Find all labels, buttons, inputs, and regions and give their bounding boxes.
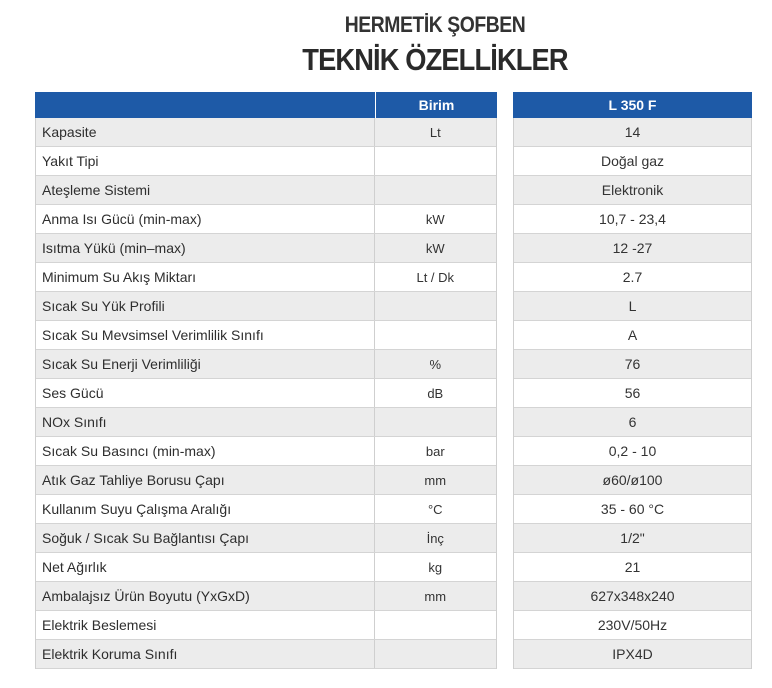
table-row: 56 (514, 379, 751, 408)
spec-value: 10,7 - 23,4 (599, 211, 666, 227)
table-row: Ateşleme Sistemi (36, 176, 496, 205)
table-row: 21 (514, 553, 751, 582)
table-row: Kullanım Suyu Çalışma Aralığı °C (36, 495, 496, 524)
table-row: Sıcak Su Mevsimsel Verimlilik Sınıfı (36, 321, 496, 350)
spec-value: 12 -27 (612, 240, 653, 256)
spec-unit: dB (427, 385, 444, 401)
spec-unit: mm (424, 588, 447, 604)
spec-value: A (627, 327, 638, 343)
header-unit: Birim (418, 97, 455, 113)
spec-name: Sıcak Su Basıncı (min-max) (36, 437, 375, 465)
table-row: Soğuk / Sıcak Su Bağlantısı Çapı İnç (36, 524, 496, 553)
spec-value: 14 (624, 124, 641, 140)
spec-value: 76 (624, 356, 641, 372)
model-header: L 350 F (513, 92, 752, 118)
spec-value: 2.7 (622, 269, 643, 285)
table-row: NOx Sınıfı (36, 408, 496, 437)
table-row: 10,7 - 23,4 (514, 205, 751, 234)
spec-value: IPX4D (612, 646, 653, 662)
spec-name: Sıcak Su Enerji Verimliliği (36, 350, 375, 378)
spec-unit: İnç (426, 530, 444, 546)
spec-name: Kapasite (36, 118, 375, 146)
table-row: 1/2" (514, 524, 751, 553)
spec-value: 627x348x240 (590, 588, 675, 604)
header-name-cell (35, 92, 376, 118)
table-row: Atık Gaz Tahliye Borusu Çapı mm (36, 466, 496, 495)
spec-name: Isıtma Yükü (min–max) (36, 234, 375, 262)
spec-name: Ses Gücü (36, 379, 375, 407)
table-row: Elektronik (514, 176, 751, 205)
table-row: L (514, 292, 751, 321)
spec-value: 21 (624, 559, 641, 575)
table-row: Doğal gaz (514, 147, 751, 176)
table-row: Sıcak Su Enerji Verimliliği% (36, 350, 496, 379)
spec-value: 56 (624, 385, 641, 401)
spec-unit: % (429, 356, 442, 372)
spec-unit: Lt / Dk (416, 269, 455, 285)
spec-value: Doğal gaz (600, 153, 665, 169)
spec-value: Elektronik (601, 182, 664, 198)
table-row: Kapasite Lt (36, 118, 496, 147)
document-subtitle: TEKNİK ÖZELLİKLER (302, 42, 568, 77)
table-row: 14 (514, 118, 751, 147)
spec-name: Ateşleme Sistemi (36, 176, 375, 204)
spec-unit: bar (425, 443, 445, 459)
table-row: Sıcak Su Basıncı (min-max) bar (36, 437, 496, 466)
document-title: HERMETİK ŞOFBEN (344, 12, 526, 37)
table-row: 0,2 - 10 (514, 437, 751, 466)
table-row: 6 (514, 408, 751, 437)
spec-name: Atık Gaz Tahliye Borusu Çapı (36, 466, 375, 494)
spec-name: Minimum Su Akış Miktarı (36, 263, 375, 291)
table-row: Net Ağırlık kg (36, 553, 496, 582)
spec-unit: kg (428, 559, 443, 575)
table-row: 2.7 (514, 263, 751, 292)
table-row: 35 - 60 °C (514, 495, 751, 524)
spec-unit: °C (427, 501, 443, 517)
table-row: Anma Isı Gücü (min-max) kW (36, 205, 496, 234)
table-row: 627x348x240 (514, 582, 751, 611)
spec-rows-left: Kapasite Lt Yakıt Tipi Ateşleme Sistemi Anma… (35, 118, 497, 669)
spec-value: 1/2" (620, 530, 645, 546)
spec-name: Sıcak Su Yük Profili (36, 292, 375, 320)
spec-name: Net Ağırlık (36, 553, 375, 581)
spec-name: Kullanım Suyu Çalışma Aralığı (36, 495, 375, 523)
table-row: A (514, 321, 751, 350)
spec-value: L (628, 298, 637, 314)
spec-name: Anma Isı Gücü (min-max) (36, 205, 375, 233)
spec-value: 35 - 60 °C (600, 501, 665, 517)
table-row: 230V/50Hz (514, 611, 751, 640)
table-row: Ses Gücü dB (36, 379, 496, 408)
spec-name: NOx Sınıfı (36, 408, 375, 436)
table-row: ø60/ø100 (514, 466, 751, 495)
spec-name: Elektrik Koruma Sınıfı (36, 640, 375, 668)
spec-unit: Lt (429, 124, 441, 140)
table-row: 12 -27 (514, 234, 751, 263)
spec-rows-right: 14 Doğal gaz Elektronik 10,7 - 23,4 12 -27 2.… (513, 118, 752, 669)
spec-value: 0,2 - 10 (608, 443, 657, 459)
spec-table-header: Birim (35, 92, 497, 118)
spec-table-left: Birim Kapasite Lt Yakıt Tipi Ateşleme Siste… (35, 92, 497, 669)
table-row: 76 (514, 350, 751, 379)
table-row: Sıcak Su Yük Profili (36, 292, 496, 321)
table-row: Elektrik Beslemesi (36, 611, 496, 640)
spec-value: 230V/50Hz (597, 617, 668, 633)
table-row: Yakıt Tipi (36, 147, 496, 176)
table-row: Isıtma Yükü (min–max) kW (36, 234, 496, 263)
table-row: Elektrik Koruma Sınıfı (36, 640, 496, 669)
spec-value: ø60/ø100 (602, 472, 663, 488)
spec-unit: kW (425, 240, 445, 256)
spec-table-right: L 350 F 14 Doğal gaz Elektronik 10,7 - 23,4… (513, 92, 752, 669)
spec-unit: mm (424, 472, 447, 488)
spec-name: Elektrik Beslemesi (36, 611, 375, 639)
table-row: Ambalajsız Ürün Boyutu (YxGxD) mm (36, 582, 496, 611)
spec-name: Soğuk / Sıcak Su Bağlantısı Çapı (36, 524, 375, 552)
spec-name: Ambalajsız Ürün Boyutu (YxGxD) (36, 582, 375, 610)
spec-name: Yakıt Tipi (36, 147, 375, 175)
table-row: Minimum Su Akış Miktarı Lt / Dk (36, 263, 496, 292)
spec-unit: kW (425, 211, 445, 227)
table-row: IPX4D (514, 640, 751, 669)
spec-value: 6 (628, 414, 637, 430)
spec-name: Sıcak Su Mevsimsel Verimlilik Sınıfı (36, 321, 375, 349)
